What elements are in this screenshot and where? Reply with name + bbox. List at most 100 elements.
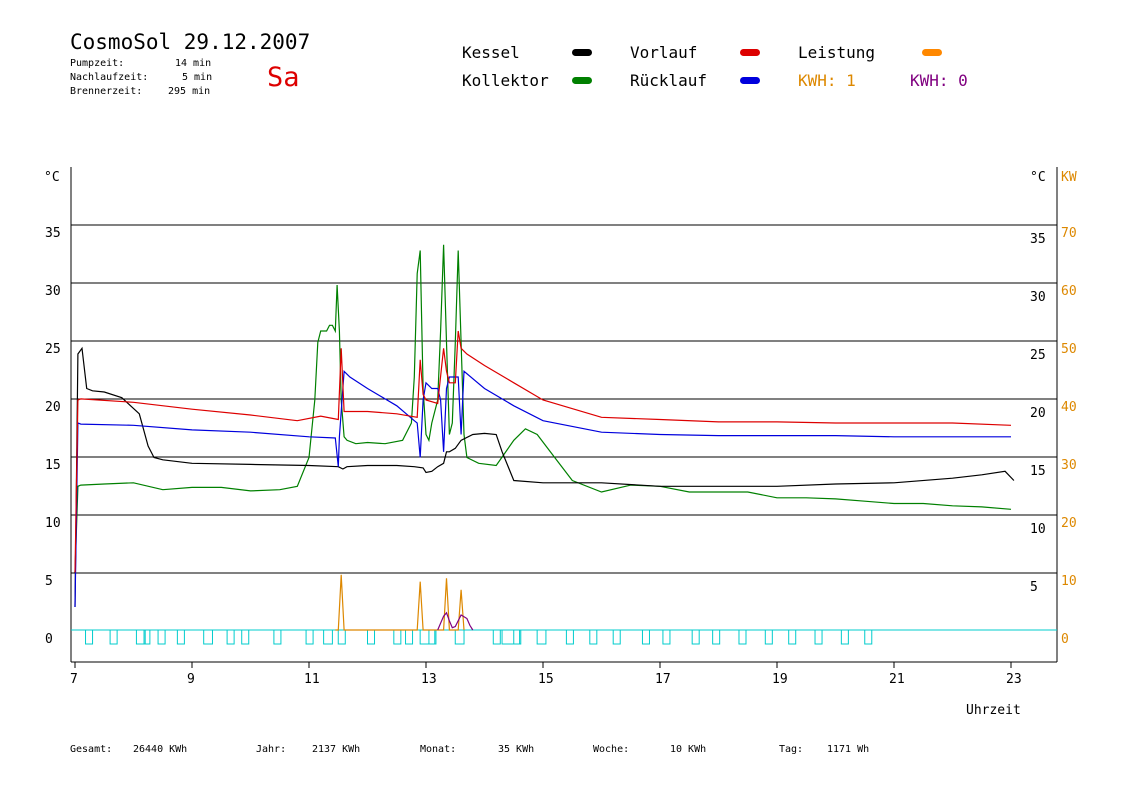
footer-gesamt-value: 26440 KWh <box>133 744 188 755</box>
pump-pulse <box>565 629 574 645</box>
pump-pulse <box>273 629 282 645</box>
y-tick-label-right-power: 60 <box>1061 284 1077 299</box>
footer-tag-value: 1171 Wh <box>827 744 870 755</box>
y-tick-label-right-power: 70 <box>1061 226 1077 241</box>
chart-ticks: 0 5 10 15 20 25 30 35 5 10 15 20 25 30 35 0 10 20 30 40 50 60… <box>45 226 1077 687</box>
weekday-label: Sa <box>267 62 300 93</box>
legend-kollektor-label: Kollektor <box>462 71 549 90</box>
pump-pulse <box>109 629 118 645</box>
stat-pumpzeit-label: Pumpzeit: <box>70 58 125 69</box>
pump-pulse <box>536 629 547 645</box>
footer-jahr-label: Jahr: <box>256 744 287 755</box>
stat-pumpzeit-value: 14 min <box>175 58 212 69</box>
legend-kwh0-label: KWH: 0 <box>910 71 968 90</box>
footer-jahr-value: 2137 KWh <box>312 744 361 755</box>
footer-tag-label: Tag: <box>779 744 804 755</box>
x-tick-label: 13 <box>421 672 437 687</box>
legend-ruecklauf-label: Rücklauf <box>630 71 708 90</box>
chart-series <box>74 244 1015 645</box>
y-tick-label-right-power: 40 <box>1061 400 1077 415</box>
y-tick-label-right-temp: 30 <box>1030 290 1046 305</box>
pump-pulse <box>814 629 823 645</box>
x-tick-label: 15 <box>538 672 554 687</box>
pump-pulse <box>157 629 166 645</box>
x-tick-label: 21 <box>889 672 905 687</box>
y-tick-label-right-temp: 5 <box>1030 580 1038 595</box>
y-tick-label-left: 25 <box>45 342 61 357</box>
series-line-vorlauf <box>74 330 1012 573</box>
x-axis-label: Uhrzeit <box>966 703 1021 718</box>
y-tick-label-right-temp: 25 <box>1030 348 1046 363</box>
y-tick-label-left: 30 <box>45 284 61 299</box>
pump-pulse <box>323 629 333 645</box>
y-tick-label-left: 0 <box>45 632 53 647</box>
series-line-kollektor <box>74 244 1012 573</box>
pump-pulse <box>226 629 235 645</box>
legend-ruecklauf-swatch <box>740 77 760 84</box>
chart-grid <box>71 224 1057 574</box>
stat-nachlaufzeit-label: Nachlaufzeit: <box>70 72 149 83</box>
series-line-kessel <box>74 346 1015 608</box>
series-line-ruecklauf <box>74 369 1011 608</box>
pump-pulse <box>612 629 621 645</box>
y-tick-label-right-temp: 15 <box>1030 464 1046 479</box>
pump-pulse <box>712 629 721 645</box>
page-title: CosmoSol 29.12.2007 <box>70 30 311 54</box>
pump-pulse <box>764 629 773 645</box>
pump-pulse <box>419 629 436 645</box>
pump-pulse <box>840 629 849 645</box>
legend-vorlauf-label: Vorlauf <box>630 43 698 62</box>
pump-pulse <box>176 629 185 645</box>
pump-pulse <box>203 629 213 645</box>
x-tick-label: 19 <box>772 672 788 687</box>
x-tick-label: 9 <box>187 672 195 687</box>
pump-pulse <box>501 629 521 645</box>
footer-monat-label: Monat: <box>420 744 457 755</box>
legend-vorlauf-swatch <box>740 49 760 56</box>
y-tick-label-left: 20 <box>45 400 61 415</box>
legend-kwh1-label: KWH: 1 <box>798 71 856 90</box>
y-tick-label-right-power: 50 <box>1061 342 1077 357</box>
legend-leistung-swatch <box>922 49 942 56</box>
y-tick-label-left: 5 <box>45 574 53 589</box>
footer-gesamt-label: Gesamt: <box>70 744 113 755</box>
stat-brennerzeit-value: 295 min <box>168 86 211 97</box>
pump-pulse <box>143 629 151 645</box>
pump-pulse <box>492 629 501 645</box>
pump-pulse <box>337 629 346 645</box>
stat-brennerzeit-label: Brennerzeit: <box>70 86 143 97</box>
y-tick-label-right-power: 20 <box>1061 516 1077 531</box>
x-tick-label: 7 <box>70 672 78 687</box>
y-tick-label-left: 15 <box>45 458 61 473</box>
pump-pulse <box>85 629 94 645</box>
x-tick-label: 23 <box>1006 672 1022 687</box>
y-tick-label-right-power: 10 <box>1061 574 1077 589</box>
pump-pulse <box>454 629 465 645</box>
pump-pulse <box>367 629 376 645</box>
y-tick-label-right-temp: 10 <box>1030 522 1046 537</box>
pump-pulse <box>405 629 414 645</box>
pump-pulse <box>589 629 598 645</box>
x-tick-label: 17 <box>655 672 671 687</box>
y-tick-label-left: 10 <box>45 516 61 531</box>
pump-pulse <box>135 629 146 645</box>
pump-pulse <box>788 629 797 645</box>
y-tick-label-right-temp: 20 <box>1030 406 1046 421</box>
series-line-leistung <box>335 574 465 631</box>
pump-pulse <box>305 629 314 645</box>
y-tick-label-left: 35 <box>45 226 61 241</box>
footer-woche-label: Woche: <box>593 744 630 755</box>
stat-nachlaufzeit-value: 5 min <box>182 72 213 83</box>
pump-pulse <box>641 629 650 645</box>
y-tick-label-right-temp: 35 <box>1030 232 1046 247</box>
x-tick-label: 11 <box>304 672 320 687</box>
pump-pulse <box>738 629 747 645</box>
y-axis-label-right-temp: °C <box>1030 170 1046 185</box>
y-tick-label-right-power: 0 <box>1061 632 1069 647</box>
footer-woche-value: 10 KWh <box>670 744 707 755</box>
legend-kessel-swatch <box>572 49 592 56</box>
chart-axes <box>70 167 1058 663</box>
pump-pulse <box>513 629 522 645</box>
pump-pulse <box>393 629 402 645</box>
